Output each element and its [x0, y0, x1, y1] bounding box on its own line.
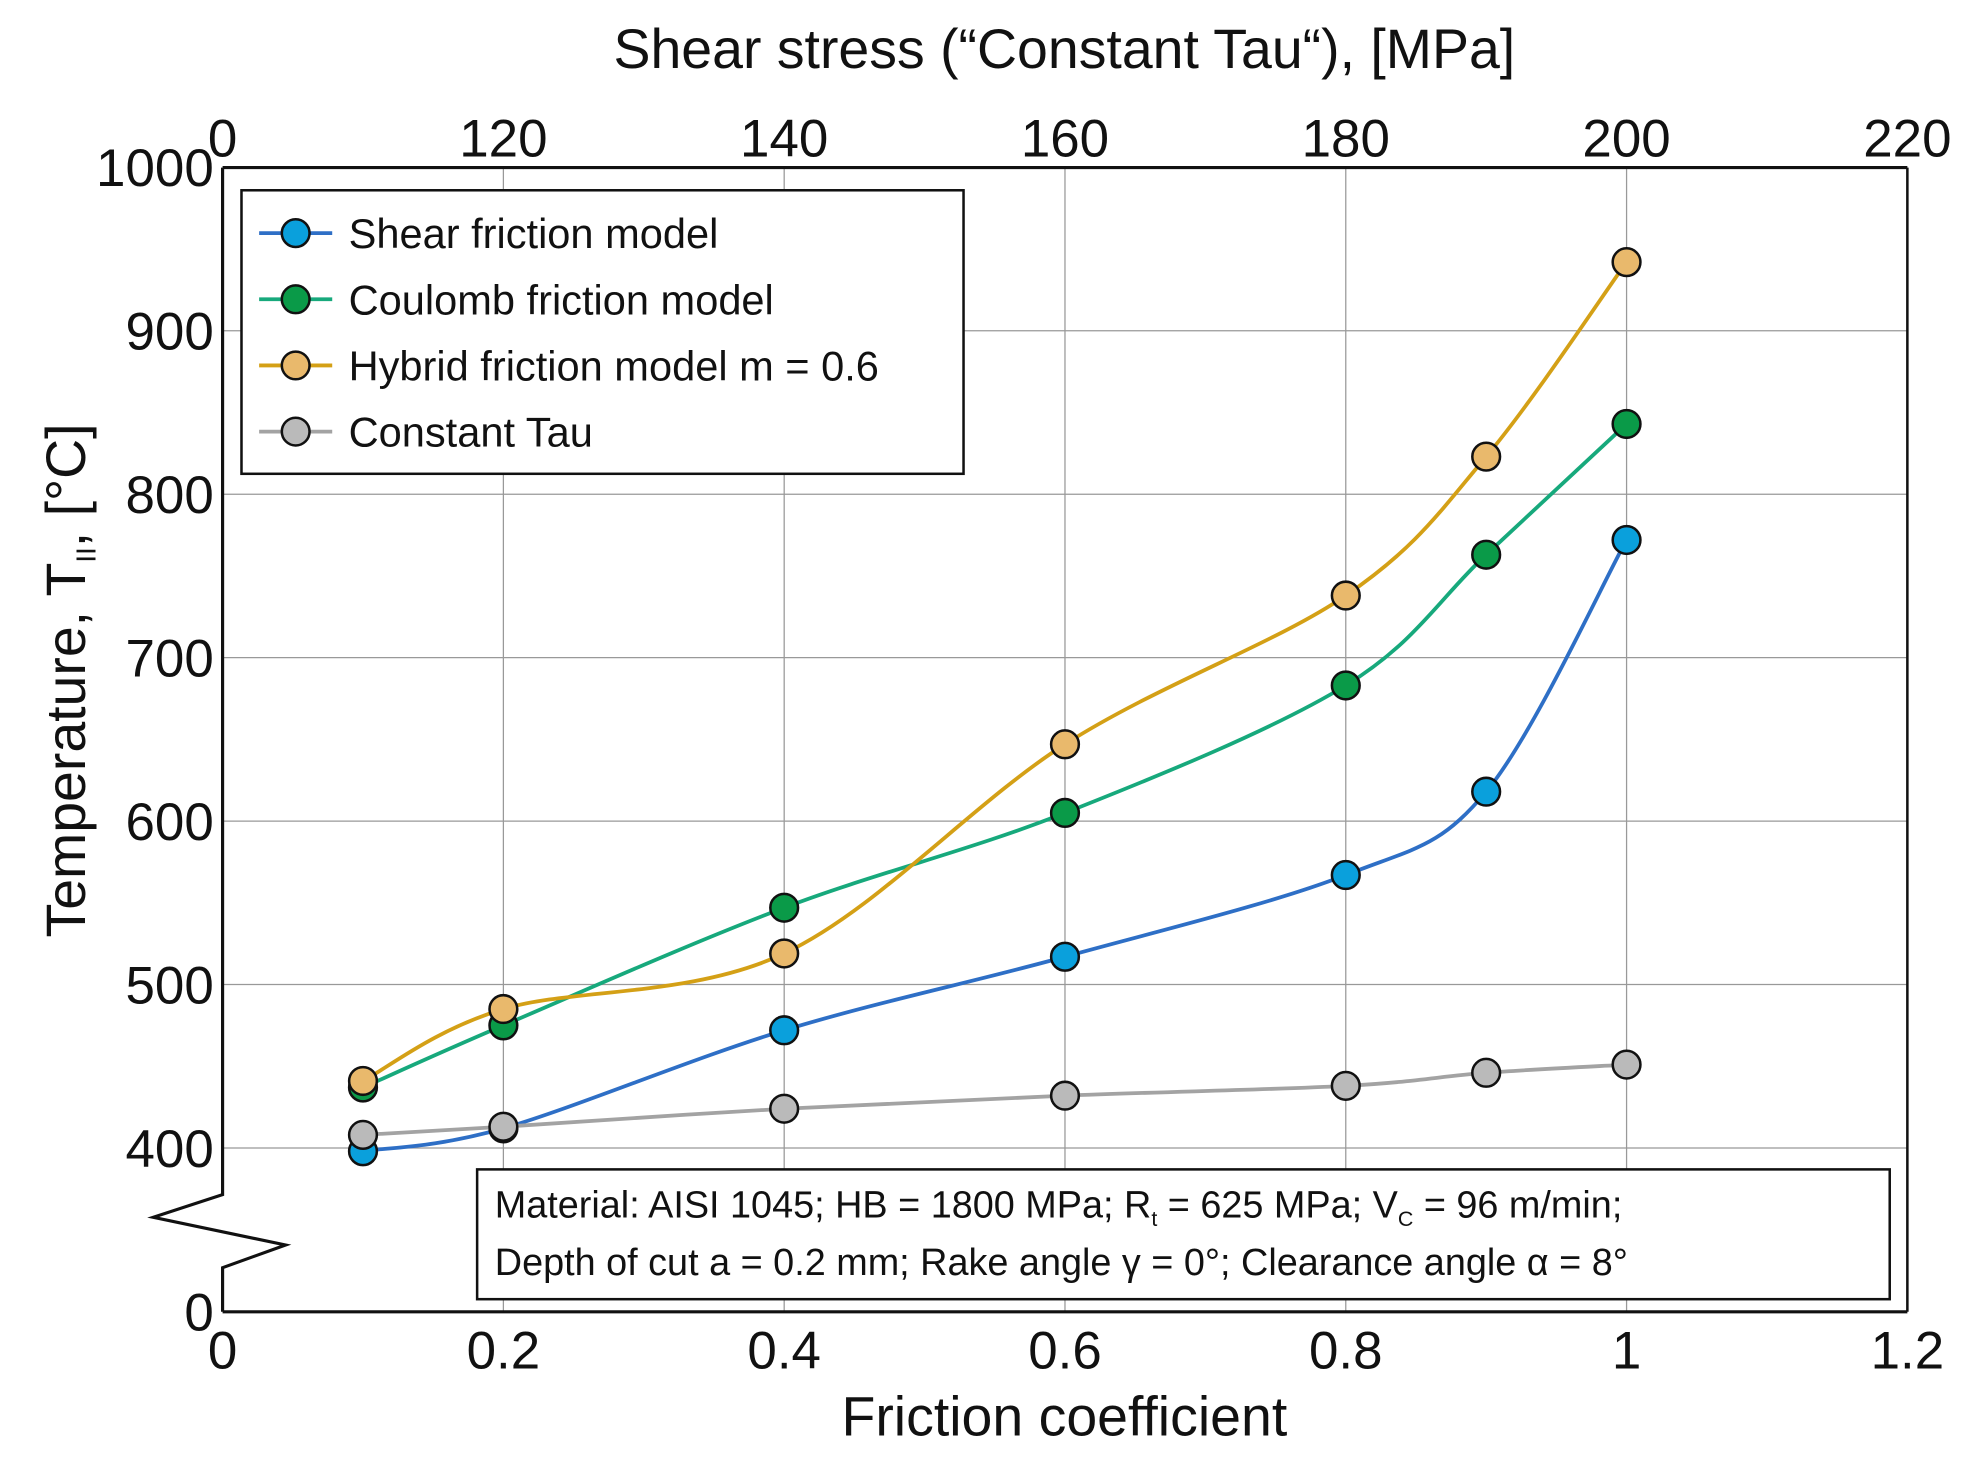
x2-tick-label: 120 — [459, 109, 547, 168]
data-point — [1049, 1080, 1081, 1111]
data-point — [1471, 1057, 1502, 1088]
x2-tick-label: 0 — [208, 109, 237, 168]
annotation-line-1: Material: AISI 1045; HB = 1800 MPa; Rt =… — [495, 1184, 1623, 1231]
axes — [147, 166, 1909, 1314]
y-tick-label: 900 — [125, 303, 213, 362]
x-tick-label: 0.4 — [747, 1321, 821, 1380]
data-point — [1471, 776, 1502, 807]
legend-marker — [280, 350, 311, 381]
x2-tick-label: 180 — [1302, 109, 1390, 168]
x2-axis-title: Shear stress (“Constant Tau“), [MPa] — [613, 18, 1515, 80]
annotation-line-2: Depth of cut a = 0.2 mm; Rake angle γ = … — [495, 1242, 1628, 1284]
data-point — [488, 1111, 519, 1142]
series-line — [362, 539, 1629, 1154]
data-point — [1330, 670, 1361, 701]
data-point — [488, 993, 519, 1025]
data-point — [1611, 408, 1642, 440]
series-group — [347, 247, 1642, 1167]
data-point — [1471, 441, 1502, 472]
y-axis-title: Temperature, TII, [°C] — [35, 423, 101, 937]
x-tick-label: 0.6 — [1028, 1321, 1102, 1380]
x-tick-label: 1 — [1612, 1321, 1641, 1380]
data-point — [1611, 1049, 1642, 1080]
y-tick-label: 600 — [125, 793, 213, 852]
x-tick-label: 0 — [208, 1321, 237, 1380]
series-0 — [347, 524, 1642, 1167]
y-tick-label: 500 — [125, 956, 213, 1015]
x2-tick-label: 160 — [1021, 109, 1109, 168]
data-point — [1049, 941, 1081, 972]
data-point — [347, 1119, 379, 1151]
y-axis-break — [147, 167, 292, 1312]
x2-tick-label: 140 — [740, 109, 828, 168]
x-tick-label: 0.8 — [1309, 1321, 1383, 1380]
legend-label: Constant Tau — [349, 409, 593, 456]
x-axis-title: Friction coefficient — [841, 1385, 1287, 1447]
y-tick-label: 1000 — [96, 139, 214, 198]
legend-label: Coulomb friction model — [349, 276, 774, 323]
legend-marker — [280, 284, 311, 315]
x-tick-label: 0.2 — [467, 1321, 541, 1380]
x-tick-label: 1.2 — [1871, 1321, 1945, 1380]
legend-label: Hybrid friction model m = 0.6 — [349, 343, 879, 390]
annotation-box: Material: AISI 1045; HB = 1800 MPa; Rt =… — [475, 1168, 1891, 1301]
data-point — [769, 1093, 800, 1124]
data-point — [769, 1015, 800, 1046]
y-tick-label: 0 — [184, 1284, 213, 1343]
series-2 — [347, 247, 1642, 1097]
legend-marker — [280, 218, 311, 249]
series-1 — [347, 408, 1642, 1103]
series-3 — [347, 1049, 1642, 1151]
x2-tick-label: 200 — [1582, 109, 1670, 168]
data-point — [1049, 797, 1081, 829]
data-point — [1049, 729, 1081, 760]
data-point — [1330, 1070, 1361, 1101]
series-line — [362, 1062, 1627, 1137]
data-point — [1471, 539, 1502, 570]
series-line — [362, 422, 1628, 1090]
data-point — [347, 1065, 379, 1097]
legend-label: Shear friction model — [349, 210, 719, 257]
data-point — [769, 892, 800, 923]
legend-marker — [280, 416, 311, 447]
data-point — [1611, 524, 1642, 556]
data-point — [1611, 247, 1642, 278]
y-tick-label: 800 — [125, 466, 213, 525]
data-point — [769, 938, 800, 969]
data-point — [1330, 580, 1361, 611]
legend: Shear friction model Coulomb friction mod… — [240, 189, 965, 476]
y-tick-label: 400 — [125, 1120, 213, 1179]
data-point — [1330, 859, 1361, 891]
tick-labels: 000.21200.41400.61600.818012001.22200400… — [96, 109, 1951, 1380]
x2-tick-label: 220 — [1863, 109, 1951, 168]
y-tick-label: 700 — [125, 630, 213, 689]
